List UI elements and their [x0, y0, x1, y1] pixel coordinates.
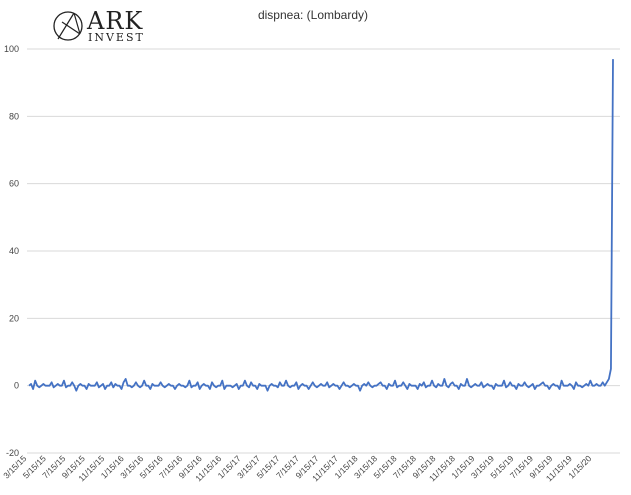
y-tick-label-2: 20 [9, 313, 19, 323]
y-tick-label-1: 0 [14, 381, 19, 391]
x-axis-ticks: 3/15/155/15/157/15/159/15/1511/15/151/15… [1, 453, 593, 483]
y-axis-ticks: -20 0 20 40 60 80 100 [4, 44, 19, 458]
y-tick-label-4: 60 [9, 179, 19, 189]
ark-logo: ARK INVEST [53, 7, 145, 44]
series-line [28, 59, 614, 392]
ark-logo-icon-stroke-a [57, 12, 75, 40]
y-tick-label-3: 40 [9, 246, 19, 256]
ark-logo-name: ARK [86, 7, 143, 35]
ark-logo-icon [53, 11, 83, 41]
ark-logo-sub: INVEST [88, 31, 145, 44]
grid-lines [27, 48, 620, 454]
y-tick-label-6: 100 [4, 44, 19, 54]
series-group [28, 59, 614, 392]
ark-logo-icon-stroke-c [61, 21, 81, 35]
y-tick-label-5: 80 [9, 111, 19, 121]
chart-title: dispnea: (Lombardy) [258, 8, 368, 22]
y-tick-label-0: -20 [6, 448, 19, 458]
ark-logo-icon-stroke-b [73, 12, 81, 35]
